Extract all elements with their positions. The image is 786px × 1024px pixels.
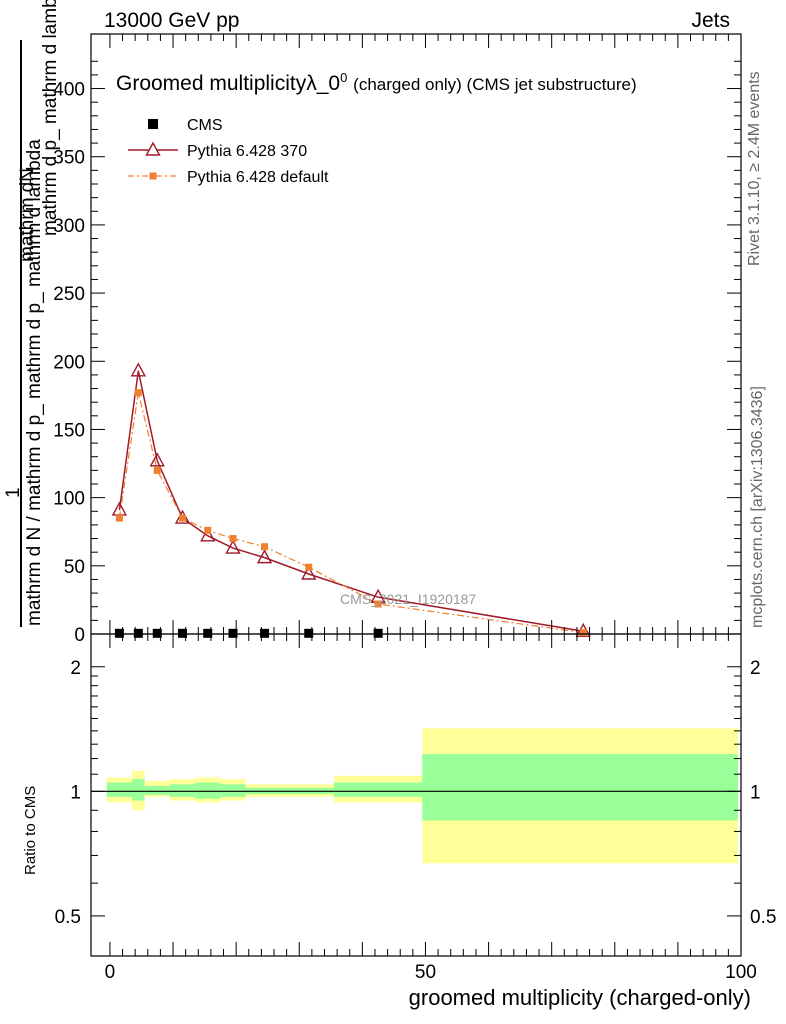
legend-marker-pythia-default	[149, 172, 157, 180]
header-process-label: Jets	[691, 9, 730, 32]
axis-ticks	[91, 34, 742, 956]
axis-tick-labels: 0 50 100 150 200 250 300 350 400 0.5 0.5 1 1 2 2 0 50 100	[53, 80, 776, 983]
ratio-band-green	[333, 782, 423, 797]
ratio-y-tick-label-right: 1	[750, 782, 761, 803]
series-line-pythia-default	[118, 392, 584, 634]
legend-marker-cms	[148, 119, 158, 129]
header-energy-label: 13000 GeV pp	[104, 9, 240, 32]
marker-cms	[260, 628, 270, 638]
marker-pythia-370	[130, 362, 147, 377]
ratio-band-green	[144, 786, 170, 795]
ratio-band-green	[132, 779, 145, 801]
marker-pythia-370	[200, 527, 216, 542]
y-tick-label: 50	[64, 557, 85, 578]
marker-pythia-default	[134, 389, 142, 397]
mcplots-label: mcplots.cern.ch [arXiv:1306.3436]	[749, 386, 766, 628]
y-tick-label: 100	[53, 489, 85, 510]
y-tick-label: 0	[74, 625, 85, 646]
marker-cms	[203, 628, 213, 638]
series-markers	[111, 362, 591, 638]
ratio-band-green	[106, 782, 133, 797]
legend-marker-pythia-370	[145, 141, 161, 156]
marker-pythia-default	[115, 514, 123, 522]
marker-pythia-default	[153, 466, 161, 474]
marker-pythia-default	[179, 514, 187, 522]
rivet-version-label: Rivet 3.1.10, ≥ 2.4M events	[746, 71, 763, 266]
ratio-band-green	[220, 784, 246, 797]
marker-cms	[178, 628, 188, 638]
marker-cms	[114, 628, 124, 638]
marker-pythia-370	[225, 539, 241, 554]
marker-pythia-default	[579, 629, 587, 637]
plot-title-rest: (charged only) (CMS jet substructure)	[353, 75, 637, 94]
marker-pythia-370	[301, 565, 317, 580]
ratio-y-tick-label-right: 0.5	[750, 907, 776, 928]
y-tick-label: 350	[53, 148, 85, 169]
x-axis-label: groomed multiplicity (charged-only)	[408, 985, 751, 1010]
ratio-band-green	[195, 782, 221, 799]
y-axis-label-fraction-bar	[20, 40, 22, 627]
plot-title-superscript: 0	[340, 70, 348, 85]
marker-pythia-default	[261, 543, 269, 551]
y-axis-label-one: 1	[3, 487, 24, 498]
marker-pythia-default	[305, 563, 313, 571]
y-tick-label: 200	[53, 352, 85, 373]
plot-title-main: Groomed multiplicityλ_0	[116, 72, 341, 95]
ratio-y-tick-label-right: 2	[750, 658, 761, 679]
ratio-y-tick-label: 2	[70, 658, 81, 679]
plot-title: Groomed multiplicityλ_00 (charged only) …	[116, 70, 637, 96]
y-tick-label: 300	[53, 216, 85, 237]
ratio-band-green	[422, 754, 738, 821]
legend: CMS Pythia 6.428 370 Pythia 6.428 default	[128, 117, 329, 186]
marker-pythia-default	[374, 600, 382, 608]
series-lines	[118, 370, 584, 634]
marker-cms	[152, 628, 162, 638]
x-tick-label: 100	[725, 962, 757, 983]
legend-label: Pythia 6.428 370	[187, 143, 307, 160]
y-axis-label-denominator: mathrm d N / mathrm d p_ mathrm d p_ mat…	[24, 139, 45, 626]
analysis-watermark: CMS_2021_I1920187	[340, 591, 476, 607]
ratio-plot-frame	[90, 633, 742, 957]
marker-pythia-default	[229, 535, 237, 543]
x-tick-label: 0	[105, 962, 116, 983]
ratio-uncertainty-bands	[106, 728, 738, 864]
legend-label: Pythia 6.428 default	[187, 169, 329, 186]
y-tick-label: 150	[53, 420, 85, 441]
ratio-band-green	[169, 784, 196, 797]
ratio-y-tick-label: 1	[70, 782, 81, 803]
marker-cms	[304, 628, 314, 638]
marker-cms	[228, 628, 238, 638]
y-tick-label: 250	[53, 284, 85, 305]
marker-cms	[133, 628, 143, 638]
legend-label: CMS	[187, 117, 223, 134]
marker-pythia-default	[204, 526, 212, 534]
ratio-y-tick-label: 0.5	[55, 907, 81, 928]
ratio-y-axis-label: Ratio to CMS	[22, 785, 39, 875]
marker-pythia-370	[256, 549, 273, 564]
x-tick-label: 50	[415, 962, 436, 983]
y-tick-label: 400	[53, 80, 85, 101]
marker-cms	[373, 628, 383, 638]
marker-pythia-370	[149, 452, 165, 467]
